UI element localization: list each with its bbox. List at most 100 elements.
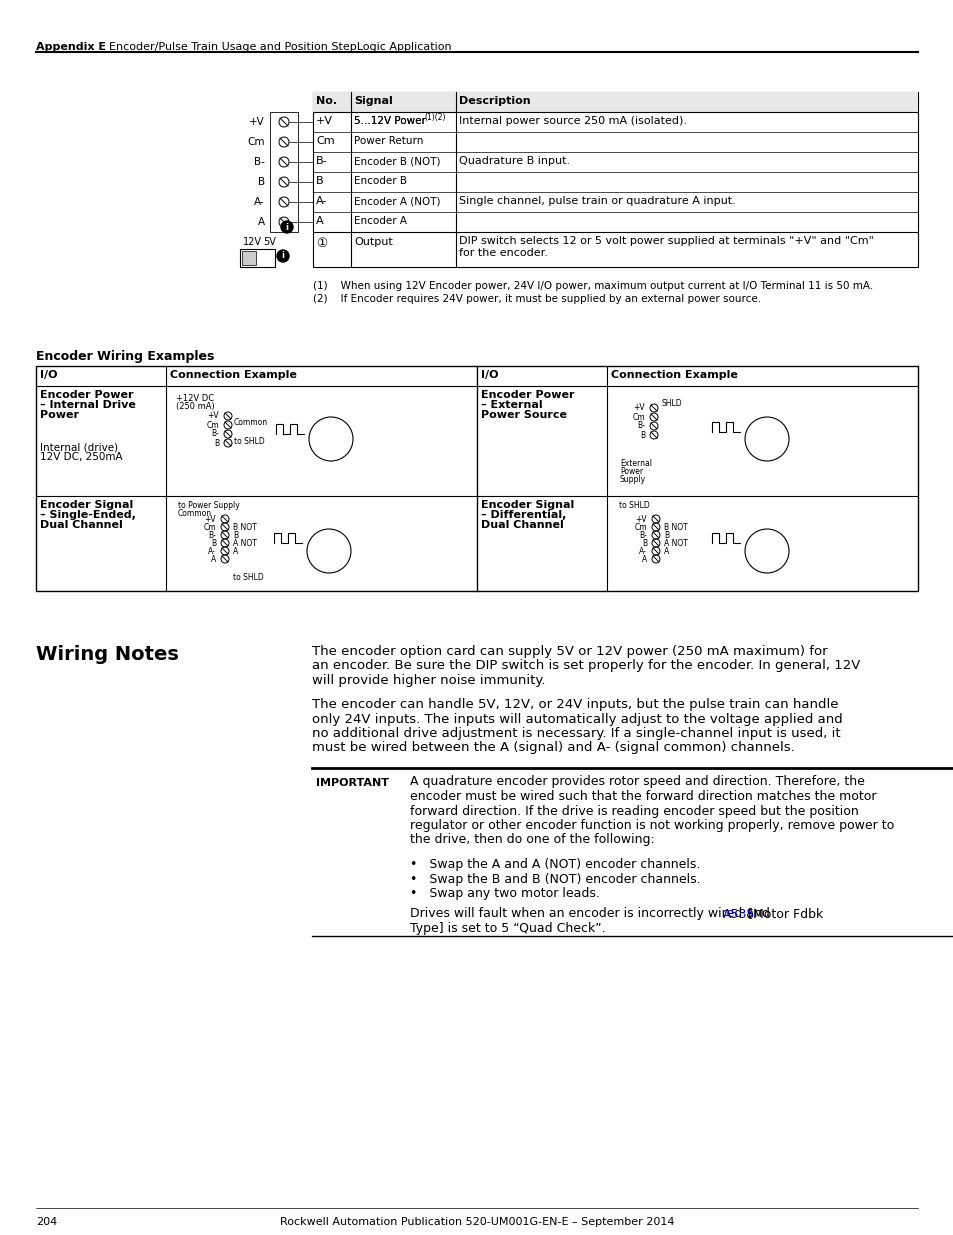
Text: SHLD: SHLD — [661, 399, 682, 408]
Text: 5...12V Power: 5...12V Power — [354, 116, 425, 126]
Text: A NOT: A NOT — [663, 538, 687, 548]
Text: A NOT: A NOT — [233, 538, 256, 548]
Text: an encoder. Be sure the DIP switch is set properly for the encoder. In general, : an encoder. Be sure the DIP switch is se… — [312, 659, 860, 673]
Text: Signal: Signal — [354, 96, 393, 106]
Text: forward direction. If the drive is reading encoder speed but the position: forward direction. If the drive is readi… — [410, 804, 858, 818]
Text: The encoder option card can supply 5V or 12V power (250 mA maximum) for: The encoder option card can supply 5V or… — [312, 645, 827, 658]
Text: Cm: Cm — [203, 522, 215, 531]
Text: +V: +V — [635, 515, 646, 524]
Text: B-: B- — [211, 430, 219, 438]
Text: I/O: I/O — [480, 370, 498, 380]
Text: Drives will fault when an encoder is incorrectly wired and: Drives will fault when an encoder is inc… — [410, 908, 773, 920]
Text: Encoder Signal: Encoder Signal — [40, 500, 133, 510]
Text: Cm: Cm — [315, 136, 335, 146]
Text: – Internal Drive: – Internal Drive — [40, 400, 135, 410]
Text: Dual Channel: Dual Channel — [480, 520, 563, 530]
Text: B: B — [639, 431, 644, 440]
Text: A: A — [641, 555, 646, 563]
Text: (1)    When using 12V Encoder power, 24V I/O power, maximum output current at I/: (1) When using 12V Encoder power, 24V I/… — [313, 282, 872, 291]
Text: 12V DC, 250mA: 12V DC, 250mA — [40, 452, 123, 462]
Text: Supply: Supply — [619, 475, 645, 484]
Text: i: i — [281, 252, 284, 261]
Text: B: B — [641, 538, 646, 547]
Text: only 24V inputs. The inputs will automatically adjust to the voltage applied and: only 24V inputs. The inputs will automat… — [312, 713, 841, 725]
Text: •   Swap any two motor leads.: • Swap any two motor leads. — [410, 887, 599, 900]
Text: B-: B- — [315, 156, 327, 165]
Text: Single channel, pulse train or quadrature A input.: Single channel, pulse train or quadratur… — [458, 196, 735, 206]
Text: Encoder/Pulse Train Usage and Position StepLogic Application: Encoder/Pulse Train Usage and Position S… — [95, 42, 451, 52]
Text: ①: ① — [315, 237, 327, 249]
Text: Quadrature B input.: Quadrature B input. — [458, 156, 570, 165]
Text: 204: 204 — [36, 1216, 57, 1228]
Text: Encoder A (NOT): Encoder A (NOT) — [354, 196, 440, 206]
Text: B-: B- — [253, 157, 265, 167]
Text: Encoder B (NOT): Encoder B (NOT) — [354, 156, 440, 165]
Text: B NOT: B NOT — [663, 522, 687, 532]
Text: – External: – External — [480, 400, 542, 410]
Text: i: i — [285, 222, 288, 231]
Text: Power Source: Power Source — [480, 410, 566, 420]
Text: •   Swap the B and B (NOT) encoder channels.: • Swap the B and B (NOT) encoder channel… — [410, 872, 700, 885]
Text: Encoder Wiring Examples: Encoder Wiring Examples — [36, 350, 214, 363]
Text: Common: Common — [178, 509, 212, 517]
Text: Type] is set to 5 “Quad Check”.: Type] is set to 5 “Quad Check”. — [410, 923, 605, 935]
Text: B: B — [233, 531, 238, 540]
Text: B NOT: B NOT — [233, 522, 256, 532]
Text: B-: B- — [637, 421, 644, 431]
Text: Internal (drive): Internal (drive) — [40, 442, 118, 452]
Text: Power Return: Power Return — [354, 136, 423, 146]
Text: +V: +V — [633, 404, 644, 412]
Text: B: B — [315, 177, 323, 186]
Text: Encoder Signal: Encoder Signal — [480, 500, 574, 510]
Text: No.: No. — [315, 96, 336, 106]
Text: A: A — [663, 547, 669, 556]
Text: 5...12V Power: 5...12V Power — [354, 116, 425, 126]
Bar — [242, 251, 255, 266]
Text: encoder must be wired such that the forward direction matches the motor: encoder must be wired such that the forw… — [410, 790, 876, 803]
Text: Appendix E: Appendix E — [36, 42, 106, 52]
Text: B: B — [213, 438, 219, 447]
Text: Connection Example: Connection Example — [170, 370, 296, 380]
Text: Power: Power — [619, 467, 642, 475]
Text: A quadrature encoder provides rotor speed and direction. Therefore, the: A quadrature encoder provides rotor spee… — [410, 776, 864, 788]
Text: Encoder Power: Encoder Power — [480, 390, 574, 400]
Text: Encoder B: Encoder B — [354, 177, 407, 186]
Text: A-: A- — [208, 547, 215, 556]
Text: to SHLD: to SHLD — [233, 573, 263, 582]
Text: Connection Example: Connection Example — [610, 370, 737, 380]
Text: The encoder can handle 5V, 12V, or 24V inputs, but the pulse train can handle: The encoder can handle 5V, 12V, or 24V i… — [312, 698, 838, 711]
Text: A-: A- — [315, 196, 327, 206]
Bar — [313, 91, 917, 112]
Text: +V: +V — [207, 411, 219, 420]
Bar — [270, 112, 297, 232]
Text: will provide higher noise immunity.: will provide higher noise immunity. — [312, 674, 545, 687]
Text: 12V: 12V — [243, 237, 262, 247]
Text: 5V: 5V — [263, 237, 275, 247]
Text: +V: +V — [249, 117, 265, 127]
Text: Rockwell Automation Publication 520-UM001G-EN-E – September 2014: Rockwell Automation Publication 520-UM00… — [279, 1216, 674, 1228]
Text: (1)(2): (1)(2) — [423, 112, 445, 122]
Text: B-: B- — [208, 531, 215, 540]
Text: Dual Channel: Dual Channel — [40, 520, 123, 530]
Text: to SHLD: to SHLD — [618, 501, 649, 510]
Bar — [36, 366, 917, 592]
Text: Cm: Cm — [206, 420, 219, 430]
Text: to SHLD: to SHLD — [233, 437, 265, 446]
Circle shape — [276, 249, 289, 262]
Text: Cm: Cm — [634, 522, 646, 531]
Text: A-: A- — [254, 198, 265, 207]
Text: +V: +V — [204, 515, 215, 524]
Text: DIP switch selects 12 or 5 volt power supplied at terminals "+V" and "Cm": DIP switch selects 12 or 5 volt power su… — [458, 236, 873, 246]
Text: I/O: I/O — [40, 370, 57, 380]
Text: A535: A535 — [722, 908, 754, 920]
Text: A: A — [315, 216, 323, 226]
Text: Output: Output — [354, 237, 393, 247]
Text: Cm: Cm — [632, 412, 644, 421]
Bar — [313, 91, 917, 267]
Text: Description: Description — [458, 96, 530, 106]
Circle shape — [281, 221, 293, 233]
Text: +V: +V — [315, 116, 333, 126]
Text: A: A — [211, 555, 215, 563]
Text: for the encoder.: for the encoder. — [458, 248, 547, 258]
Text: B-: B- — [639, 531, 646, 540]
